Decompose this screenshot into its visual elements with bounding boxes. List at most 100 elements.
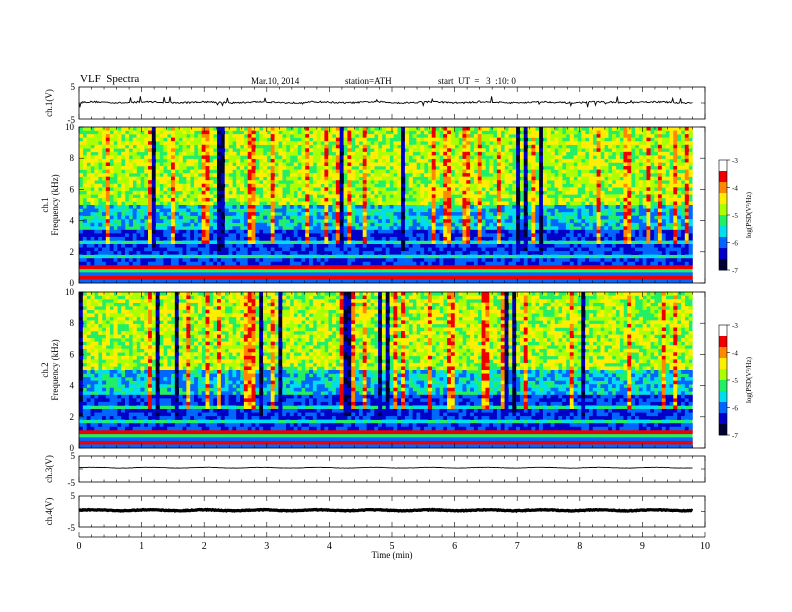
- ch1-spectrogram-cell: [82, 272, 87, 277]
- ch1-spectrogram-cell: [347, 247, 352, 252]
- ch1-spectrogram-cell: [117, 158, 122, 163]
- ch1-spectrogram-cell: [531, 265, 536, 270]
- ch1-spectrogram-cell: [301, 208, 306, 213]
- ch1-spectrogram-cell: [263, 187, 268, 192]
- ch1-spectrogram-cell: [94, 236, 99, 241]
- ch1-spectrogram-cell: [270, 226, 275, 231]
- ch1-spectrogram-cell: [378, 169, 383, 174]
- ch1-spectrogram-cell: [94, 169, 99, 174]
- ch1-spectrogram-cell: [615, 222, 620, 227]
- ch1-spectrogram-cell: [278, 275, 283, 280]
- ch1-spectrogram-cell: [600, 127, 605, 131]
- ch1-spectrogram-cell: [450, 137, 456, 142]
- ch1-spectrogram-cell: [462, 137, 467, 142]
- ch1-spectrogram-cell: [404, 222, 410, 227]
- ch1-spectrogram-cell: [266, 176, 272, 181]
- ch1-spectrogram-cell: [358, 137, 364, 142]
- ch1-spectrogram-cell: [569, 169, 574, 174]
- ch1-spectrogram-cell: [473, 166, 479, 170]
- ch1-spectrogram-cell: [481, 275, 486, 280]
- ch1-spectrogram-cell: [604, 233, 609, 238]
- ch1-spectrogram-cell: [401, 236, 406, 241]
- ch1-spectrogram-cell: [485, 127, 490, 131]
- ch1-spectrogram-cell: [86, 247, 91, 252]
- ch1-spectrogram-cell: [439, 222, 444, 227]
- ch1-spectrogram-cell: [144, 144, 149, 149]
- ch1-spectrogram-cell: [151, 194, 156, 199]
- ch1-spectrogram-cell: [378, 229, 383, 234]
- ch1-spectrogram-cell: [201, 251, 206, 255]
- ch1-spectrogram-cell: [243, 205, 248, 209]
- ch1-spectrogram-cell: [163, 212, 168, 216]
- ch1-spectrogram-cell: [477, 180, 482, 185]
- ch1-spectrogram-cell: [351, 190, 356, 195]
- ch1-spectrogram-cell: [167, 265, 172, 270]
- ch1-spectrogram-cell: [600, 254, 605, 259]
- ch1-spectrogram-cell: [105, 166, 110, 170]
- ch1-spectrogram-cell: [546, 173, 551, 177]
- ch1-spectrogram-cell: [623, 127, 628, 131]
- ch1-spectrogram-cell: [332, 229, 337, 234]
- ch1-spectrogram-cell: [228, 279, 233, 284]
- ch1-spectrogram-cell: [144, 141, 149, 146]
- ch1-spectrogram-cell: [159, 130, 164, 135]
- ch1-spectrogram-cell: [117, 169, 122, 174]
- ch1-spectrogram-cell: [374, 215, 379, 220]
- ch1-spectrogram-cell: [301, 258, 306, 263]
- ch1-spectrogram-cell: [286, 166, 291, 170]
- ch1-spectrogram-cell: [335, 148, 341, 153]
- ch1-spectrogram-cell: [332, 215, 337, 220]
- ch1-spectrogram-cell: [546, 155, 551, 160]
- ch1-spectrogram-cell: [151, 141, 156, 146]
- ch1-spectrogram-cell: [174, 251, 179, 255]
- ch1-spectrogram-cell: [98, 261, 103, 266]
- ch1-spectrogram-cell: [159, 226, 164, 231]
- ch1-spectrogram-cell: [190, 236, 195, 241]
- ch1-spectrogram-cell: [324, 265, 329, 270]
- ch1-spectrogram-cell: [232, 275, 237, 280]
- ch1-spectrogram-cell: [335, 127, 341, 131]
- ch1-spectrogram-cell: [255, 275, 260, 280]
- ch1-spectrogram-cell: [381, 265, 387, 270]
- ch1-spectrogram-cell: [362, 176, 367, 181]
- ch1-spectrogram-cell: [596, 251, 601, 255]
- ch1-spectrogram-cell: [516, 265, 521, 270]
- ch1-spectrogram-cell: [619, 212, 624, 216]
- ch1-spectrogram-cell: [447, 222, 452, 227]
- ch1-spectrogram-cell: [274, 180, 279, 185]
- ch1-spectrogram-cell: [397, 180, 402, 185]
- ch1-spectrogram-cell: [297, 258, 302, 263]
- ch1-spectrogram-cell: [312, 130, 318, 135]
- ch1-spectrogram-cell: [401, 144, 406, 149]
- ch1-spectrogram-cell: [86, 240, 91, 245]
- ch1-spectrogram-cell: [194, 158, 199, 163]
- ch1-spectrogram-cell: [581, 258, 586, 263]
- ch1-spectrogram-cell: [132, 279, 137, 284]
- ch1-spectrogram-cell: [159, 137, 164, 142]
- ch1-spectrogram-cell: [136, 137, 141, 142]
- ch1-spectrogram-cell: [596, 166, 601, 170]
- ch1-spectrogram-cell: [447, 208, 452, 213]
- ch1-spectrogram-cell: [278, 208, 283, 213]
- ch1-spectrogram-cell: [500, 201, 505, 206]
- ch1-spectrogram-cell: [224, 155, 229, 160]
- ch1-spectrogram-cell: [151, 233, 156, 238]
- ch1-spectrogram-cell: [585, 229, 590, 234]
- ch1-spectrogram-cell: [462, 251, 467, 255]
- ch1-spectrogram-cell: [401, 212, 406, 216]
- ch1-spectrogram-cell: [596, 275, 601, 280]
- ch1-spectrogram-cell: [485, 201, 490, 206]
- ch1-spectrogram-cell: [562, 251, 567, 255]
- ch1-spectrogram-cell: [351, 229, 356, 234]
- ch1-spectrogram-cell: [523, 229, 528, 234]
- ch1-spectrogram-cell: [512, 183, 517, 188]
- ch1-spectrogram-cell: [109, 258, 114, 263]
- ch1-spectrogram-cell: [527, 190, 532, 195]
- ch1-spectrogram-cell: [209, 183, 214, 188]
- ch1-spectrogram-cell: [297, 251, 302, 255]
- ch1-spectrogram-cell: [381, 208, 387, 213]
- ch1-spectrogram-cell: [577, 222, 582, 227]
- ch1-spectrogram-cell: [305, 279, 310, 284]
- ch1-spectrogram-cell: [247, 141, 252, 146]
- ch1-spectrogram-cell: [209, 272, 214, 277]
